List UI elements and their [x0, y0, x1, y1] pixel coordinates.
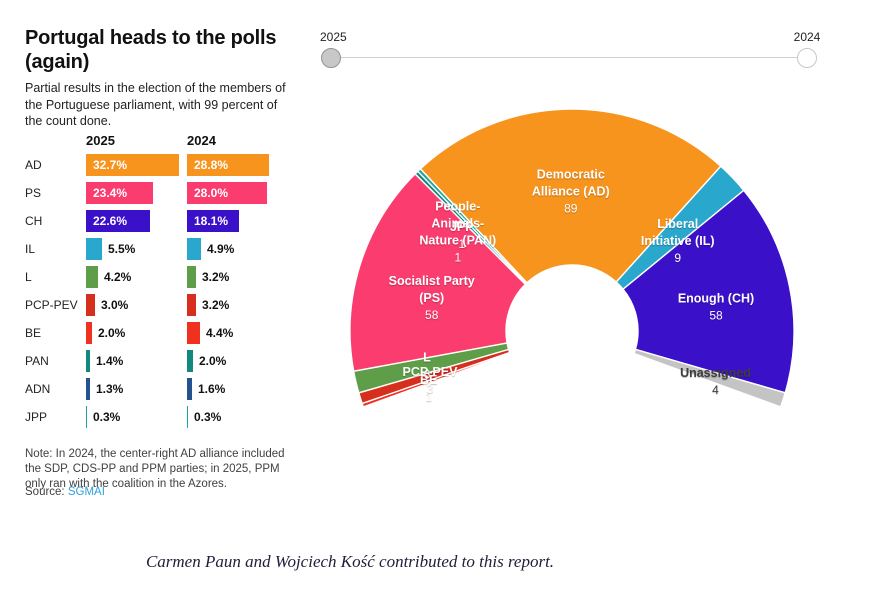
value-PCP-PEV-2025: 3.0% — [101, 298, 129, 312]
bar-PS-2025 — [86, 182, 153, 204]
value-PS-2025: 23.4% — [93, 186, 128, 200]
value-AD-2025: 32.7% — [93, 158, 128, 172]
bar-PCP-PEV-2025 — [86, 294, 95, 316]
party-label-PS: PS — [25, 186, 42, 200]
segment-label-PS: Socialist Party (PS) 58 — [389, 274, 475, 322]
value-JPP-2025: 0.3% — [93, 410, 121, 424]
bar-AD-2025 — [86, 154, 179, 176]
bar-JPP-2024 — [187, 406, 188, 428]
segment-label-JPP: JPP 1 — [450, 220, 474, 251]
bar-L-2025 — [86, 266, 98, 288]
segment-label-PCP-PEV: PCP-PEV 3 — [403, 365, 459, 396]
value-BE-2025: 2.0% — [98, 326, 126, 340]
party-label-BE: BE — [25, 326, 42, 340]
value-CH-2025: 22.6% — [93, 214, 128, 228]
segment-label-IL: Liberal Initiative (IL) 9 — [641, 217, 715, 265]
party-label-CH: CH — [25, 214, 43, 228]
value-L-2024: 3.2% — [202, 270, 230, 284]
page-title: Portugal heads to the polls (again) — [25, 27, 277, 73]
party-label-AD: AD — [25, 158, 42, 172]
value-AD-2024: 28.8% — [194, 158, 229, 172]
source-line: Source: SGMAI — [25, 486, 105, 498]
party-label-L: L — [25, 270, 32, 284]
slider-label-2024: 2024 — [793, 30, 821, 44]
value-JPP-2024: 0.3% — [194, 410, 222, 424]
party-label-IL: IL — [25, 242, 36, 256]
value-CH-2024: 18.1% — [194, 214, 229, 228]
footer-credit: Carmen Paun and Wojciech Kość contribute… — [145, 552, 555, 571]
slider-label-2025: 2025 — [320, 30, 347, 44]
value-PAN-2025: 1.4% — [96, 354, 124, 368]
party-label-PAN: PAN — [25, 354, 49, 368]
value-L-2025: 4.2% — [104, 270, 132, 284]
value-ADN-2025: 1.3% — [96, 382, 124, 396]
slider-track[interactable] — [331, 57, 807, 58]
value-PS-2024: 28.0% — [194, 186, 229, 200]
party-label-ADN: ADN — [25, 382, 51, 396]
page-subtitle: Partial results in the election of the m… — [25, 81, 286, 128]
bar-IL-2025 — [86, 238, 102, 260]
bar-chart: 2025 2024 AD 32.7% 28.8% PS 23.4% 28.0% CH 22.6% 1… — [25, 133, 315, 443]
value-PAN-2024: 2.0% — [199, 354, 227, 368]
value-IL-2025: 5.5% — [108, 242, 136, 256]
source-prefix: Source: — [25, 486, 68, 498]
bar-JPP-2025 — [86, 406, 87, 428]
bar-ADN-2025 — [86, 378, 90, 400]
bar-IL-2024 — [187, 238, 201, 260]
segment-CH — [622, 189, 795, 394]
column-header-2024: 2024 — [187, 133, 216, 148]
bar-PAN-2024 — [187, 350, 193, 372]
year-slider[interactable]: 2025 2024 — [320, 30, 860, 80]
bar-CH-2024 — [187, 210, 239, 232]
party-label-PCP-PEV: PCP-PEV — [25, 298, 78, 312]
segment-Unassigned — [633, 348, 787, 408]
chart-note: Note: In 2024, the center-right AD allia… — [25, 448, 285, 490]
segment-label-AD: Democratic Alliance (AD) 89 — [532, 168, 610, 216]
value-BE-2024: 4.4% — [206, 326, 234, 340]
segment-label-BE: BE 1 — [420, 373, 437, 404]
bar-PCP-PEV-2024 — [187, 294, 196, 316]
segment-AD — [419, 108, 722, 284]
value-PCP-PEV-2024: 3.2% — [202, 298, 230, 312]
bar-PS-2024 — [187, 182, 267, 204]
column-header-2025: 2025 — [86, 133, 115, 148]
slider-handle-2025[interactable] — [321, 48, 341, 68]
bar-BE-2024 — [187, 322, 200, 344]
bar-L-2024 — [187, 266, 196, 288]
value-ADN-2024: 1.6% — [198, 382, 226, 396]
segment-label-CH: Enough (CH) 58 — [678, 292, 754, 323]
bar-PAN-2025 — [86, 350, 90, 372]
source-link[interactable]: SGMAI — [67, 486, 105, 498]
segment-label-Unassigned: Unassigned 4 — [680, 366, 751, 397]
party-label-JPP: JPP — [25, 410, 48, 424]
slider-handle-2024[interactable] — [797, 48, 817, 68]
bar-BE-2025 — [86, 322, 92, 344]
segment-PS — [349, 172, 527, 373]
bar-ADN-2024 — [187, 378, 192, 400]
value-IL-2024: 4.9% — [207, 242, 235, 256]
bar-CH-2025 — [86, 210, 150, 232]
segment-label-PAN: People-Animals-Nature (PAN) 1 — [419, 200, 496, 265]
bar-AD-2024 — [187, 154, 269, 176]
